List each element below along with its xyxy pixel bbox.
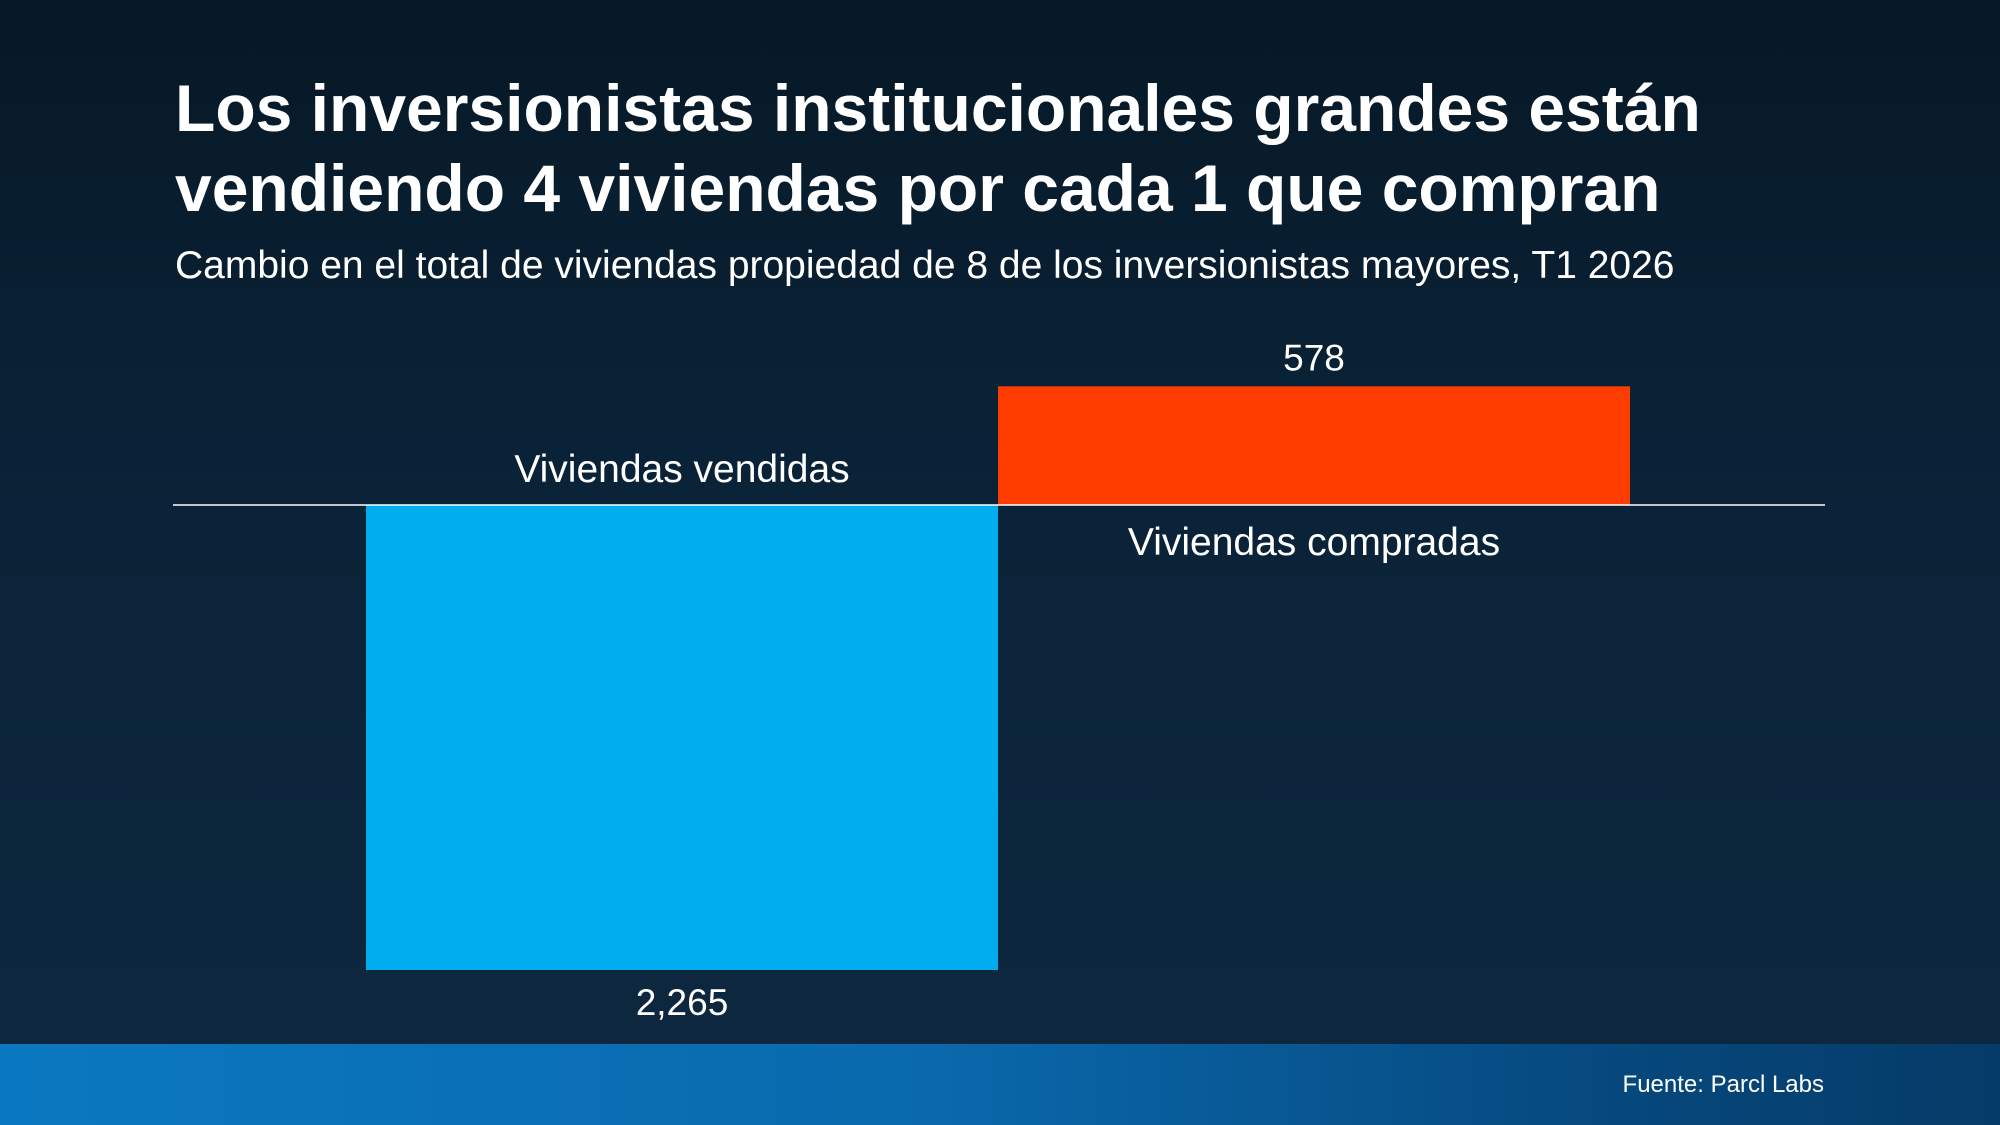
footer-bar: Fuente: Parcl Labs <box>0 1044 2000 1125</box>
source-credit: Fuente: Parcl Labs <box>1622 1071 1824 1098</box>
data-label-bought: 578 <box>1283 337 1345 378</box>
chart-subtitle: Cambio en el total de viviendas propieda… <box>175 244 1675 287</box>
chart-title: Los inversionistas institucionales grand… <box>175 71 1701 225</box>
bar-sold <box>366 505 998 970</box>
bar-bought <box>998 386 1630 505</box>
data-label-sold: 2,265 <box>636 982 729 1023</box>
category-label-bought: Viviendas compradas <box>1128 521 1500 564</box>
category-label-sold: Viviendas vendidas <box>514 448 849 491</box>
